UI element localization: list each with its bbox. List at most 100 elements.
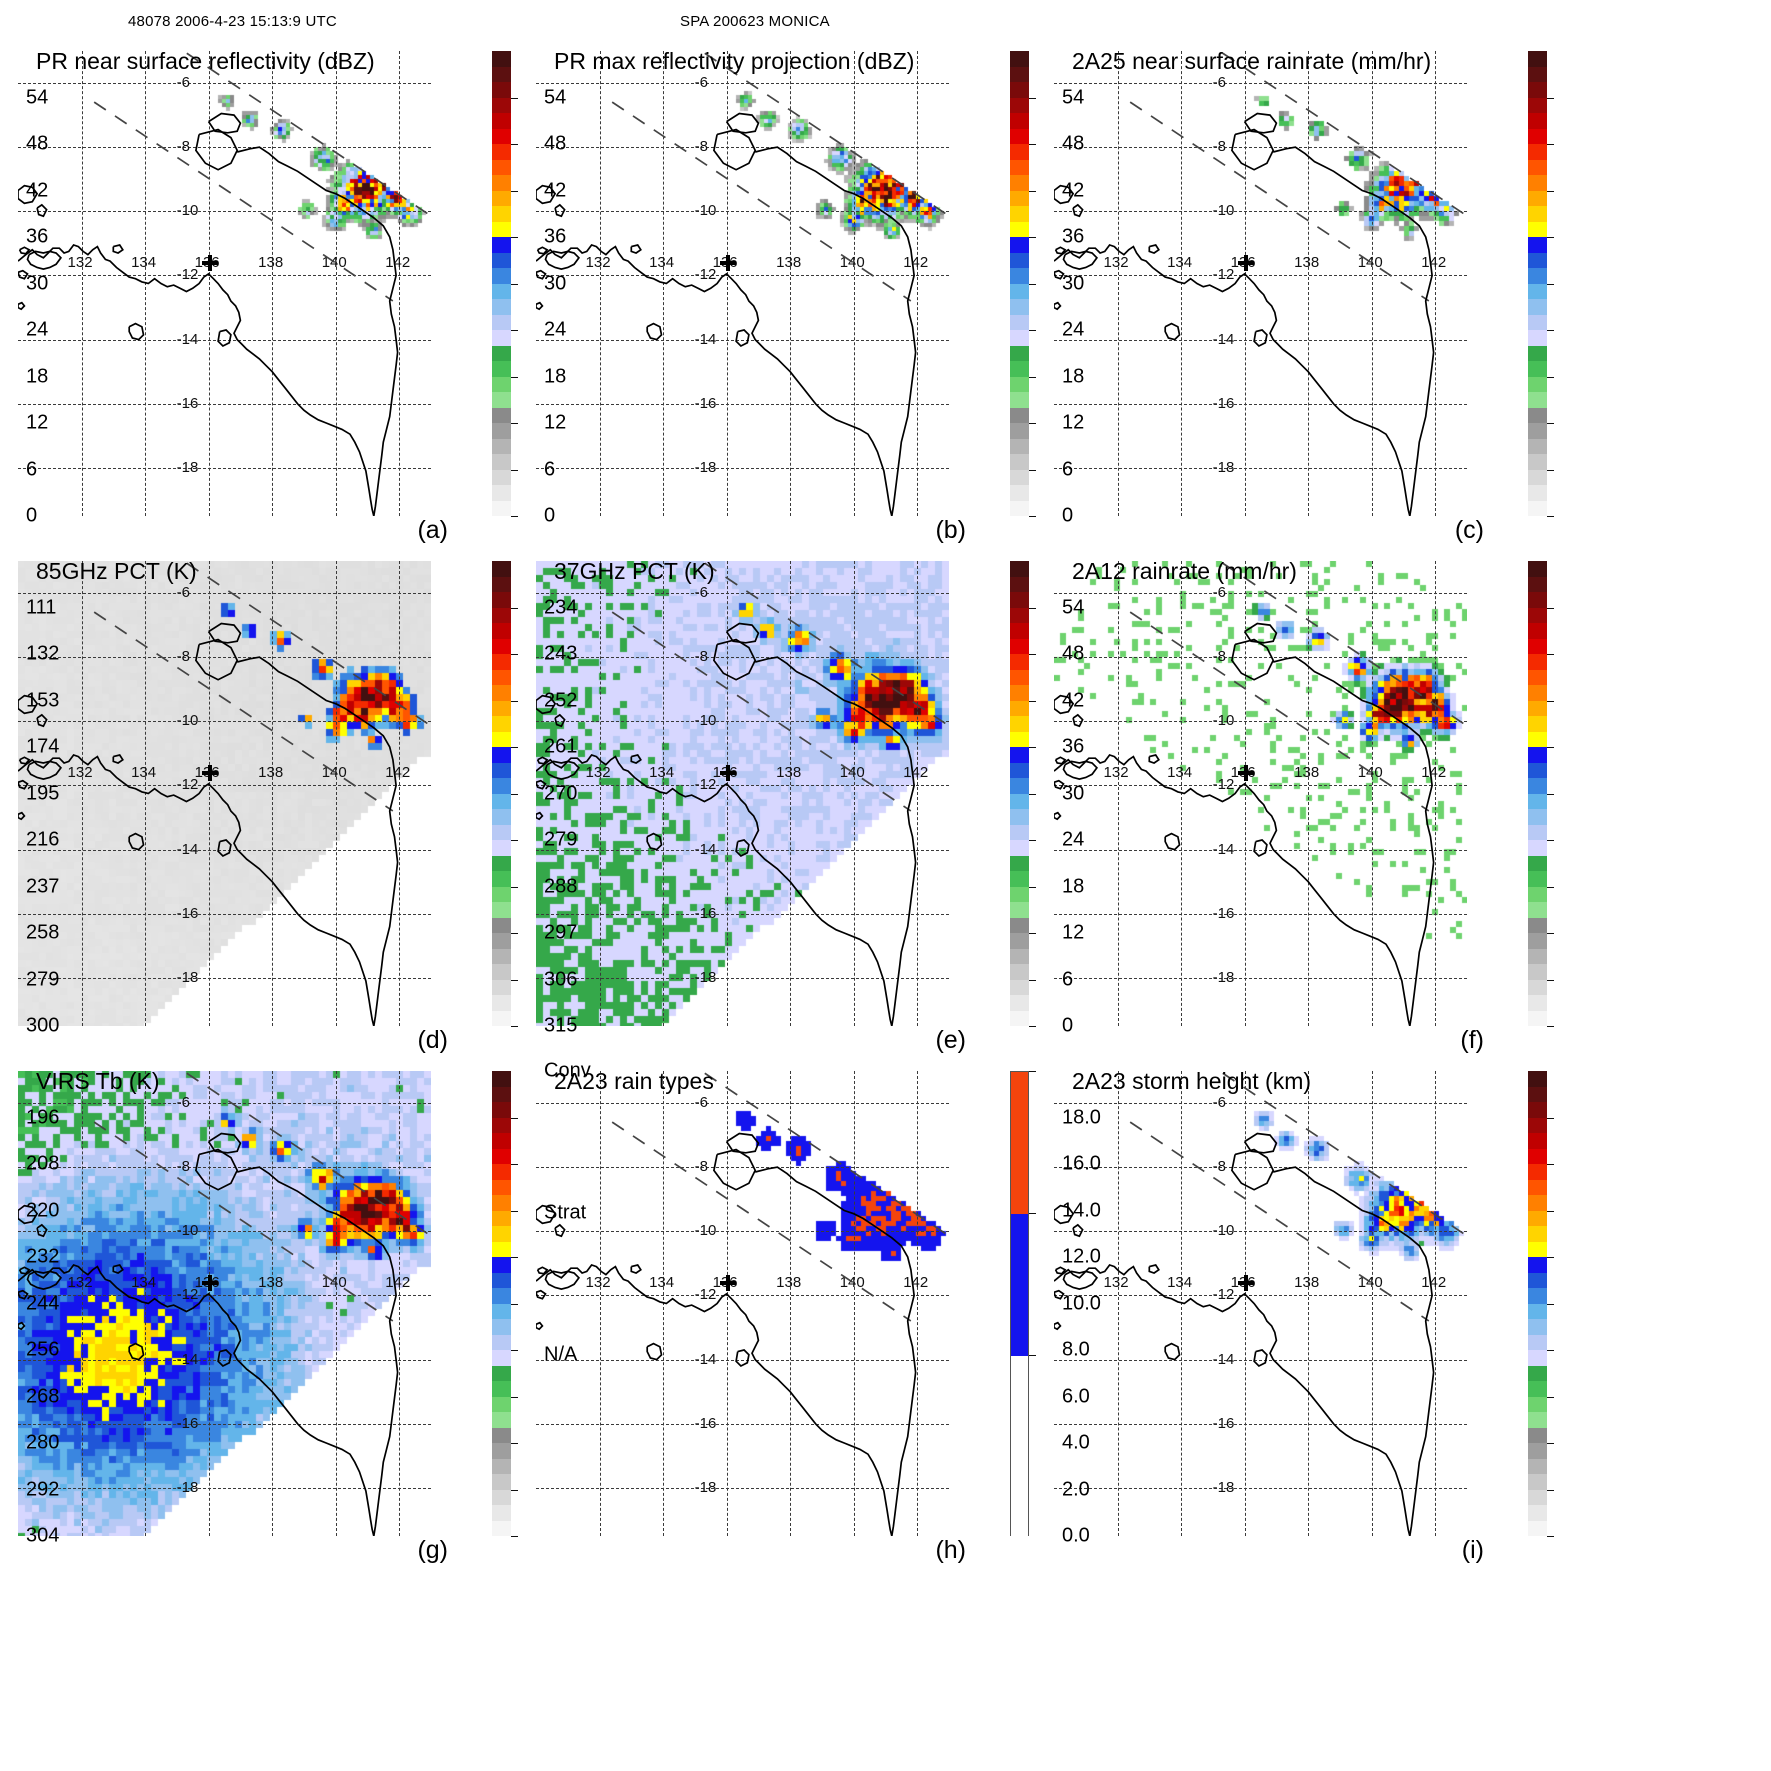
colorbar-label: 18: [26, 365, 49, 387]
colorbar-tick: [1547, 933, 1554, 934]
gridline-lon: [399, 1071, 401, 1536]
colorbar-label: 48: [1062, 642, 1085, 665]
gridline-lon: [1435, 561, 1437, 1026]
colorbar-segment: [1528, 299, 1547, 315]
lat-tick-label: -18: [176, 968, 199, 986]
lat-tick-label: -12: [694, 776, 717, 794]
colorbar-tick: [1029, 747, 1036, 748]
gridline-lat: [1054, 1359, 1467, 1361]
map-i[interactable]: 132134136138140142-6-8-10-12-14-16-18: [1054, 1071, 1467, 1536]
colorbar-segment: [1010, 840, 1029, 856]
colorbar-i: [1528, 1071, 1547, 1536]
gridline-lat: [18, 657, 431, 659]
colorbar-segment: [1010, 995, 1029, 1011]
colorbar-label: 280: [26, 1431, 60, 1454]
panel-b: 132134136138140142-6-8-10-12-14-16-18PR …: [518, 18, 1058, 553]
colorbar-tick: [1029, 423, 1036, 424]
lat-tick-label: -12: [694, 266, 717, 284]
colorbar-segment: [492, 1396, 511, 1412]
colorbar-label: 12: [1062, 411, 1085, 434]
colorbar-label: N/A: [544, 1343, 578, 1366]
colorbar-segment: [1528, 886, 1547, 902]
lon-tick-label: 142: [385, 253, 411, 271]
map-f[interactable]: 132134136138140142-6-8-10-12-14-16-18: [1054, 561, 1467, 1026]
lat-tick-label: -12: [176, 266, 199, 284]
colorbar-label: 10.0: [1062, 1292, 1101, 1314]
colorbar-segment: [492, 778, 511, 794]
colorbar-tick: [1029, 1026, 1036, 1027]
lat-tick-label: -16: [1212, 394, 1235, 412]
gridline-lat: [1054, 275, 1467, 277]
colorbar-tick: [511, 1489, 518, 1491]
colorbar-label: 288: [544, 875, 578, 897]
panel-label-f: (f): [1460, 1026, 1484, 1054]
colorbar-tick: [1547, 190, 1554, 192]
colorbar-tick: [511, 607, 518, 609]
colorbar-segment: [1010, 1010, 1029, 1026]
map-e[interactable]: 132134136138140142-6-8-10-12-14-16-18: [536, 561, 949, 1026]
lon-tick-label: 142: [903, 1273, 929, 1291]
lat-tick-label: -14: [694, 1350, 717, 1368]
map-b[interactable]: 132134136138140142-6-8-10-12-14-16-18: [536, 51, 949, 516]
gridline-lat: [536, 1231, 949, 1233]
gridline-lat: [18, 977, 431, 979]
gridline-lon: [272, 1071, 274, 1536]
panel-e: 132134136138140142-6-8-10-12-14-16-1837G…: [518, 528, 1058, 1063]
colorbar-segment: [1528, 1458, 1547, 1474]
colorbar-tick: [511, 1350, 518, 1351]
header-storm-id: SPA 200623 MONICA: [680, 13, 830, 30]
colorbar-b: [1010, 51, 1029, 516]
colorbar-label: 195: [26, 782, 60, 804]
map-d[interactable]: 132134136138140142-6-8-10-12-14-16-18: [18, 561, 431, 1026]
map-h[interactable]: 132134136138140142-6-8-10-12-14-16-18: [536, 1071, 949, 1536]
colorbar-segment: [1010, 159, 1029, 175]
lon-tick-label: 138: [258, 763, 284, 781]
panel-label-a: (a): [417, 516, 448, 544]
colorbar-label: 24: [544, 318, 567, 341]
colorbar-tick: [511, 97, 518, 99]
gridline-lat: [536, 467, 949, 469]
colorbar-tick: [511, 516, 518, 517]
colorbar-segment: [1528, 237, 1547, 253]
colorbar-label: 4.0: [1062, 1431, 1090, 1454]
colorbar-segment: [492, 1505, 511, 1521]
gridline-lat: [1054, 1103, 1467, 1105]
colorbar-segment: [492, 1117, 511, 1133]
colorbar-label: 24: [1062, 828, 1085, 851]
colorbar-label: 42: [1062, 689, 1085, 711]
colorbar-segment: [1528, 1226, 1547, 1242]
map-a[interactable]: 132134136138140142-6-8-10-12-14-16-18: [18, 51, 431, 516]
colorbar-segment: [1528, 964, 1547, 980]
gridline-lat: [536, 147, 949, 149]
colorbar-segment: [1528, 1071, 1547, 1087]
lon-tick-label: 138: [776, 1273, 802, 1291]
lat-tick-label: -16: [176, 1414, 199, 1432]
gridline-lat: [18, 1103, 431, 1105]
colorbar-segment: [492, 824, 511, 840]
colorbar-segment: [1010, 979, 1029, 995]
colorbar-label: 237: [26, 875, 60, 897]
colorbar-label: 24: [1062, 318, 1085, 341]
map-g[interactable]: 132134136138140142-6-8-10-12-14-16-18: [18, 1071, 431, 1536]
gridline-lon: [1435, 1071, 1437, 1536]
colorbar-segment: [1528, 979, 1547, 995]
lat-tick-label: -12: [1212, 1286, 1235, 1304]
gridline-lon: [1117, 1071, 1119, 1536]
colorbar-tick: [1547, 376, 1554, 378]
colorbar-segment: [492, 175, 511, 191]
gridline-lat: [536, 1167, 949, 1169]
lon-tick-label: 142: [385, 1273, 411, 1291]
colorbar-tick: [511, 237, 518, 238]
colorbar-label: 0.0: [1062, 1524, 1090, 1547]
swath-edges: [611, 561, 949, 812]
colorbar-segment: [1528, 793, 1547, 809]
gridline-lon: [81, 51, 83, 516]
coastline: [536, 112, 917, 516]
colorbar-segment: [492, 902, 511, 918]
gridline-lat: [536, 593, 949, 595]
map-c[interactable]: 132134136138140142-6-8-10-12-14-16-18: [1054, 51, 1467, 516]
swath-edges: [93, 1071, 431, 1322]
lat-tick-label: -14: [1212, 840, 1235, 858]
colorbar-label: 6: [544, 458, 556, 480]
lon-tick-label: 138: [1294, 1273, 1320, 1291]
